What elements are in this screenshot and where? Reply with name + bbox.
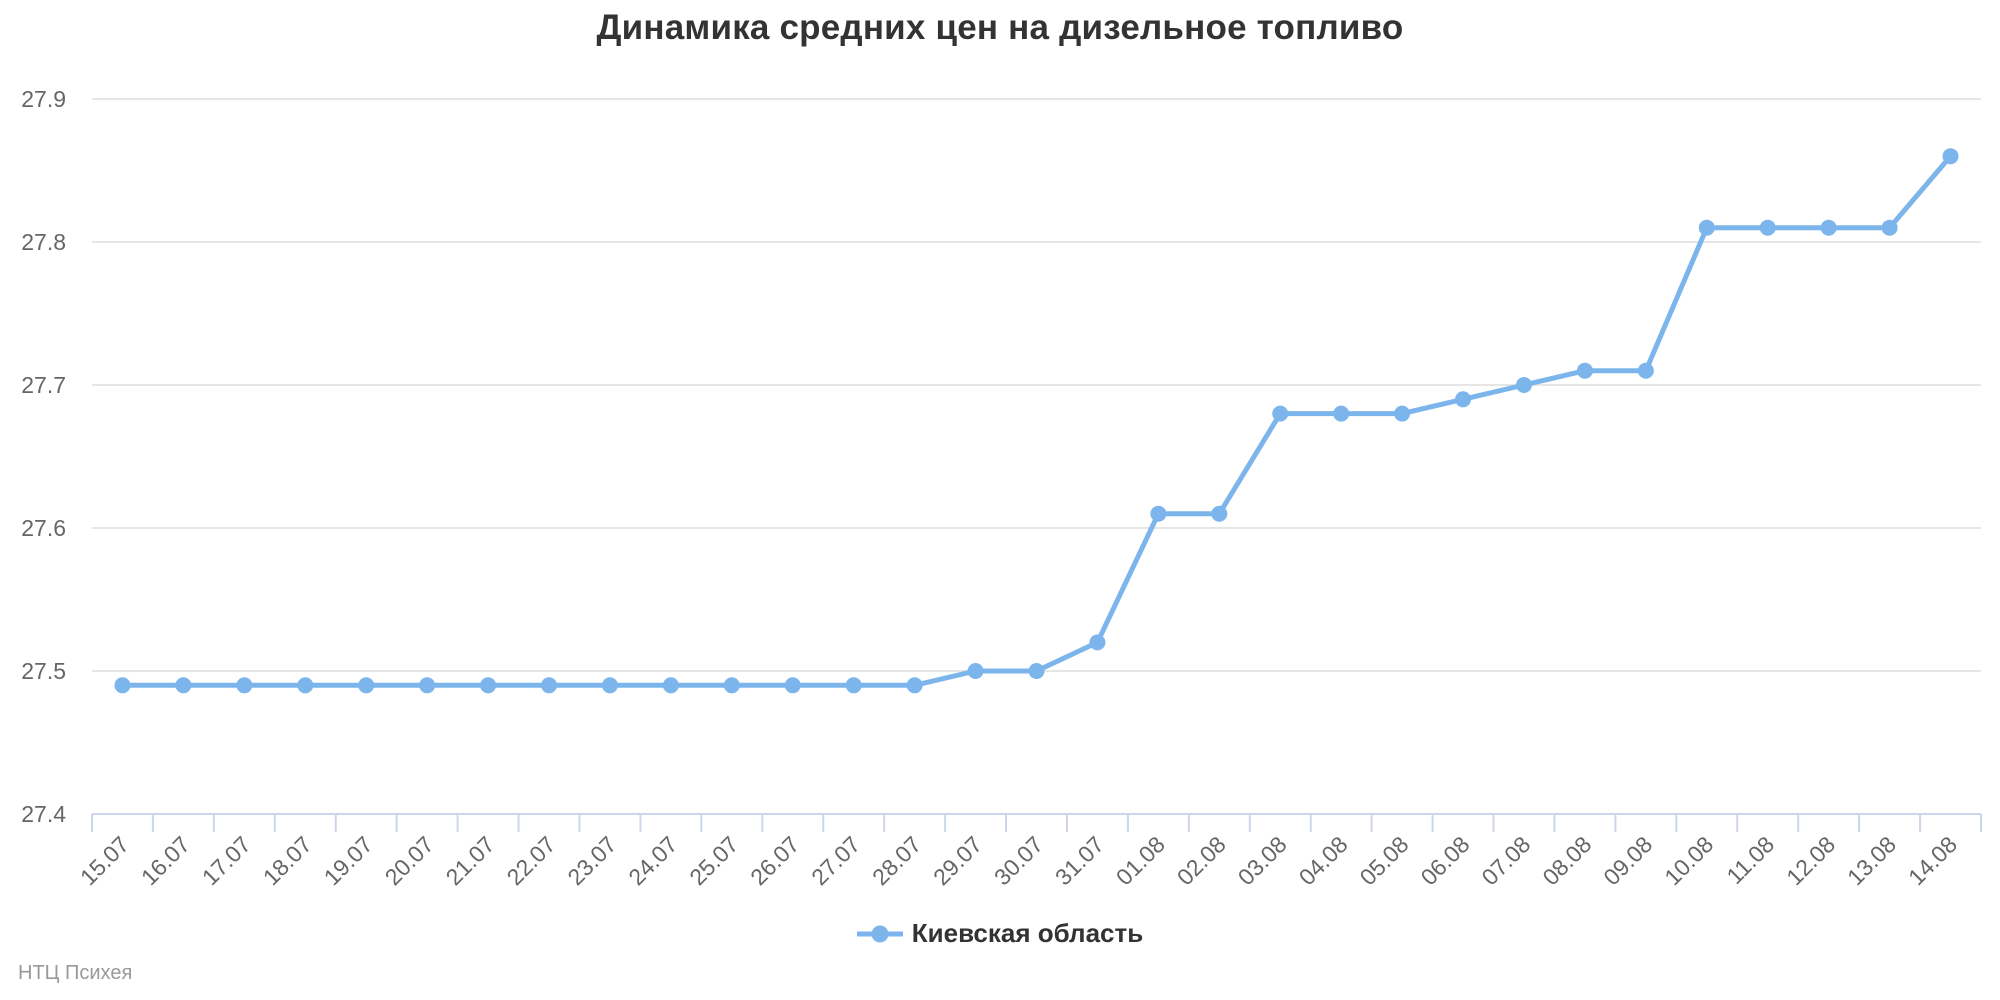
x-axis-label: 19.07 <box>319 831 378 890</box>
x-axis-label: 13.08 <box>1842 831 1901 890</box>
x-axis-label: 22.07 <box>501 831 560 890</box>
data-point-marker[interactable] <box>906 677 923 694</box>
credit-label: НТЦ Психея <box>18 962 133 984</box>
data-point-marker[interactable] <box>1515 377 1532 393</box>
x-axis-label: 16.07 <box>136 831 195 890</box>
y-axis-label: 27.7 <box>21 372 66 398</box>
x-axis-label: 18.07 <box>258 831 317 890</box>
x-axis-label: 25.07 <box>684 831 743 890</box>
y-axis-label: 27.4 <box>21 801 66 827</box>
legend: Киевская область <box>0 918 2000 949</box>
x-axis-label: 05.08 <box>1355 831 1414 890</box>
x-axis-label: 01.08 <box>1111 831 1170 890</box>
data-point-marker[interactable] <box>662 677 679 694</box>
y-axis-label: 27.9 <box>21 86 66 112</box>
legend-label: Киевская область <box>911 918 1144 948</box>
x-axis-label: 30.07 <box>989 831 1048 890</box>
x-axis-label: 08.08 <box>1537 831 1596 890</box>
x-axis-label: 04.08 <box>1294 831 1353 890</box>
data-point-marker[interactable] <box>1455 391 1472 408</box>
x-axis-label: 12.08 <box>1781 831 1840 890</box>
data-point-marker[interactable] <box>1759 219 1776 236</box>
data-point-marker[interactable] <box>480 677 497 694</box>
x-axis-label: 15.07 <box>75 831 134 890</box>
data-point-marker[interactable] <box>1333 405 1350 422</box>
data-point-marker[interactable] <box>1881 219 1898 236</box>
data-point-marker[interactable] <box>723 677 740 694</box>
series-line <box>119 153 1954 688</box>
data-point-marker[interactable] <box>967 663 984 679</box>
x-axis-label: 31.07 <box>1050 831 1109 890</box>
x-axis-label: 02.08 <box>1172 831 1231 890</box>
data-point-marker[interactable] <box>601 677 618 694</box>
x-axis-label: 20.07 <box>380 831 439 890</box>
data-point-marker[interactable] <box>1698 219 1715 236</box>
data-point-marker[interactable] <box>541 677 558 694</box>
legend-item-kyiv-region[interactable]: Киевская область <box>856 918 1144 949</box>
y-axis-label: 27.5 <box>21 658 66 684</box>
data-point-marker[interactable] <box>1576 362 1593 379</box>
data-point-marker[interactable] <box>1394 405 1411 422</box>
data-point-marker[interactable] <box>1028 663 1045 679</box>
line-chart-plot: 27.427.527.627.727.827.915.07 16.07 17.07 1… <box>21 86 1982 890</box>
data-point-marker[interactable] <box>784 677 801 694</box>
x-axis-label: 03.08 <box>1233 831 1292 890</box>
data-point-marker[interactable] <box>1150 505 1167 522</box>
x-axis-label: 26.07 <box>745 831 804 890</box>
y-axis-label: 27.8 <box>21 229 66 255</box>
chart-title: Динамика средних цен на дизельное топлив… <box>596 8 1404 47</box>
x-axis-label: 28.07 <box>867 831 926 890</box>
data-point-marker[interactable] <box>175 677 192 694</box>
x-axis-label: 27.07 <box>806 831 865 890</box>
x-axis-label: 11.08 <box>1721 831 1779 889</box>
x-axis-label: 10.08 <box>1659 831 1718 890</box>
x-axis-label: 14.08 <box>1903 831 1962 890</box>
data-point-marker[interactable] <box>114 677 131 694</box>
data-point-marker[interactable] <box>1272 405 1289 422</box>
data-point-marker[interactable] <box>1089 634 1106 651</box>
data-point-marker[interactable] <box>1211 505 1228 522</box>
data-point-marker[interactable] <box>1820 219 1837 236</box>
data-point-marker[interactable] <box>1637 362 1654 379</box>
x-axis-label: 21.07 <box>441 831 500 890</box>
x-axis-label: 24.07 <box>623 831 682 890</box>
x-axis-label: 29.07 <box>928 831 987 890</box>
data-point-marker[interactable] <box>297 677 314 694</box>
data-point-marker[interactable] <box>236 677 253 694</box>
data-point-marker[interactable] <box>358 677 375 694</box>
y-axis-label: 27.6 <box>21 515 66 541</box>
data-point-marker[interactable] <box>1942 148 1959 165</box>
series-line-marker-icon <box>856 925 903 942</box>
x-axis-label: 09.08 <box>1598 831 1657 890</box>
x-axis-label: 17.07 <box>197 831 256 890</box>
x-axis-label: 07.08 <box>1476 831 1535 890</box>
data-point-marker[interactable] <box>419 677 436 694</box>
x-axis-label: 06.08 <box>1415 831 1474 890</box>
data-point-marker[interactable] <box>845 677 862 694</box>
x-axis-label: 23.07 <box>562 831 621 890</box>
